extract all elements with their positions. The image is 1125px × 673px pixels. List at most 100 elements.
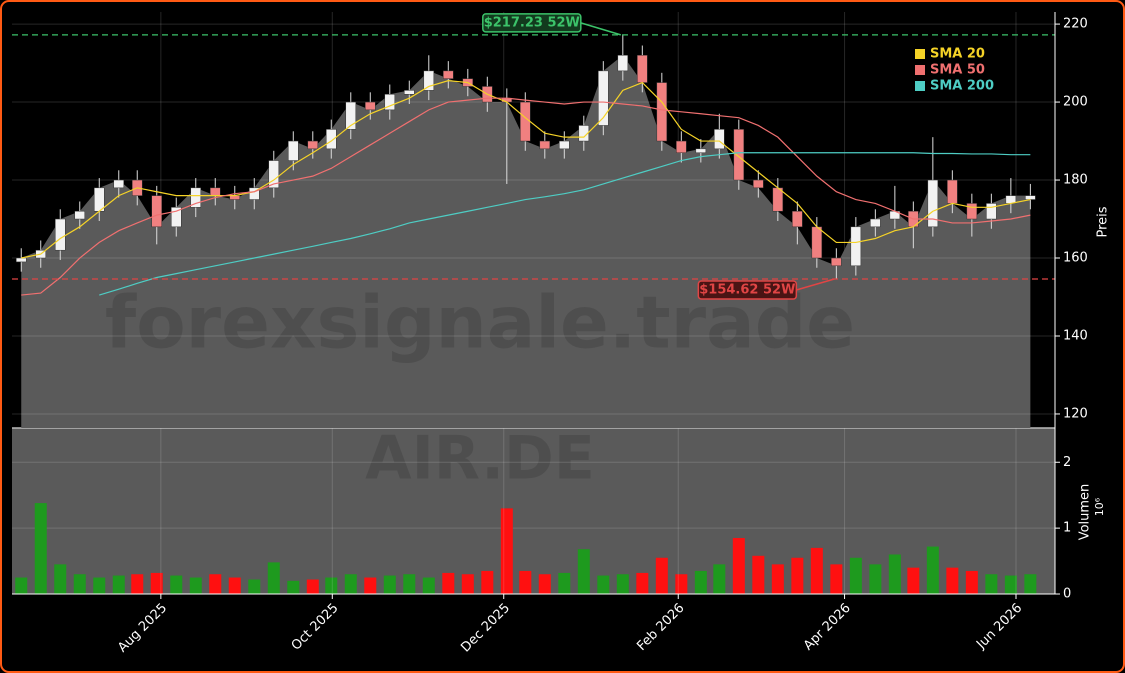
- volume-bar: [771, 564, 784, 594]
- price-area: [21, 55, 1031, 428]
- volume-bar: [442, 572, 455, 594]
- y-tick-label: 2: [1063, 455, 1071, 470]
- annotation-arrow: [580, 22, 622, 36]
- candle-body: [171, 207, 182, 228]
- candle-body: [326, 129, 337, 150]
- y-axis-label: Volumen: [1078, 484, 1093, 541]
- volume-bar: [228, 577, 241, 594]
- scale-label: 10⁶: [1093, 497, 1106, 516]
- volume-bar: [558, 572, 571, 594]
- volume-bar: [849, 557, 862, 594]
- volume-bar: [344, 574, 357, 594]
- volume-bar: [752, 555, 765, 594]
- y-tick-label: 1: [1063, 521, 1071, 536]
- legend-swatch: [915, 81, 925, 91]
- volume-bar: [54, 564, 67, 594]
- annotation-label: $154.62 52W: [699, 282, 795, 297]
- volume-bar: [830, 564, 843, 594]
- volume-bar: [946, 567, 959, 594]
- candle-body: [927, 179, 939, 228]
- volume-bar: [869, 564, 882, 594]
- volume-bar: [306, 579, 319, 594]
- candle-body: [15, 257, 27, 263]
- annotation-box: [697, 280, 798, 300]
- candle-body: [54, 218, 66, 251]
- candle-body: [966, 203, 978, 220]
- candle-body: [792, 210, 803, 228]
- candle-body: [345, 101, 357, 130]
- volume-bar: [675, 574, 688, 594]
- volume-bar: [713, 564, 726, 594]
- volume-bar: [965, 570, 978, 594]
- watermark: AIR.DE: [365, 424, 595, 494]
- volume-bar: [131, 574, 144, 594]
- volume-bar: [655, 557, 668, 594]
- sma-line: [21, 80, 1031, 259]
- legend-label: SMA 50: [930, 63, 985, 78]
- legend-label: SMA 200: [930, 79, 994, 94]
- volume-bar: [636, 572, 649, 594]
- annotation-label: $217.23 52W: [484, 15, 580, 30]
- y-tick-label: 200: [1063, 95, 1088, 110]
- candle-body: [190, 187, 202, 208]
- y-tick-label: 120: [1063, 406, 1088, 421]
- candle-body: [365, 101, 376, 111]
- volume-bar: [287, 580, 300, 594]
- volume-bar: [34, 503, 47, 594]
- volume-bar: [170, 575, 183, 594]
- candle-body: [404, 90, 415, 95]
- candle-body: [733, 129, 745, 181]
- volume-bar: [519, 570, 532, 594]
- volume-bar: [1004, 575, 1017, 594]
- candle-body: [384, 94, 396, 111]
- y-tick-label: 0: [1063, 587, 1071, 602]
- candle-body: [578, 125, 590, 142]
- candle-body: [151, 195, 162, 228]
- volume-bar: [926, 546, 939, 594]
- candle-body: [831, 257, 842, 267]
- volume-bar: [577, 549, 590, 594]
- volume-bar: [732, 538, 745, 594]
- volume-bar: [248, 579, 261, 594]
- candle-body: [850, 226, 862, 267]
- candle-body: [443, 70, 454, 79]
- candle-body: [559, 140, 570, 150]
- candle-body: [113, 179, 125, 189]
- legend-label: SMA 20: [930, 47, 985, 62]
- sma-line: [21, 97, 1031, 296]
- candle-body: [676, 140, 687, 153]
- legend-swatch: [915, 65, 925, 75]
- volume-bar: [694, 570, 707, 594]
- candle-body: [753, 179, 764, 189]
- candle-body: [268, 160, 280, 189]
- volume-bar: [461, 574, 474, 594]
- annotation-box: [482, 13, 582, 33]
- candle-body: [1025, 195, 1036, 200]
- candle-body: [656, 82, 668, 142]
- candle-body: [210, 187, 221, 196]
- volume-bar: [15, 577, 28, 594]
- volume-bar: [810, 547, 823, 594]
- candle-body: [637, 55, 648, 83]
- volume-bar: [481, 570, 494, 594]
- volume-bar: [209, 574, 222, 594]
- candle-body: [947, 179, 958, 204]
- candle-body: [695, 148, 707, 153]
- volume-bar: [150, 572, 163, 594]
- volume-bar: [791, 557, 804, 594]
- volume-bar: [267, 562, 280, 594]
- volume-bar: [325, 577, 338, 594]
- volume-bar: [383, 575, 396, 594]
- volume-bar: [403, 574, 416, 594]
- volume-bar: [364, 577, 377, 594]
- candle-body: [288, 140, 299, 161]
- sma-line: [99, 152, 1031, 296]
- y-tick-label: 160: [1063, 251, 1088, 266]
- candle-body: [870, 218, 881, 228]
- y-tick-label: 140: [1063, 328, 1088, 343]
- volume-bar: [189, 577, 202, 594]
- candle-body: [539, 140, 551, 150]
- candle-body: [74, 210, 86, 220]
- candle-body: [714, 129, 725, 150]
